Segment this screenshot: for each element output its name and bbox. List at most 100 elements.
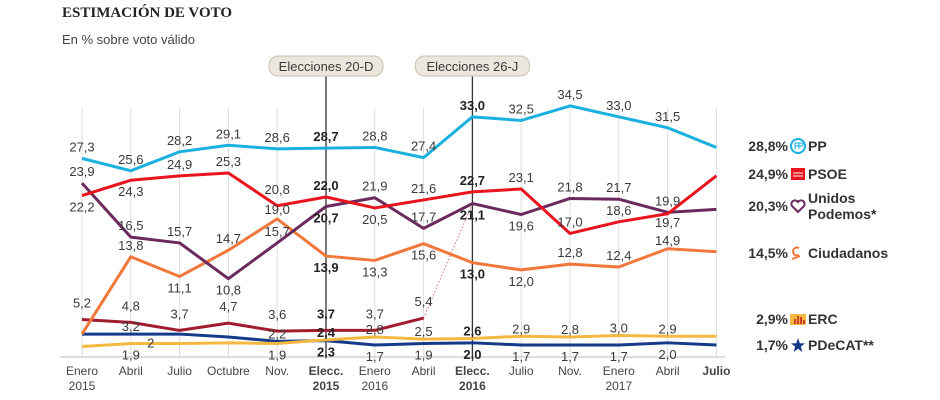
legend-name: PP [808, 138, 827, 154]
data-label: 1,7 [610, 349, 628, 364]
data-label: 21,7 [606, 180, 631, 195]
data-label: 31,5 [655, 109, 680, 124]
data-label: 4,7 [219, 299, 237, 314]
data-label: 19,6 [509, 219, 534, 234]
legend-name: Ciudadanos [808, 245, 889, 261]
data-label: 20,7 [313, 210, 338, 225]
x-tick-label: Julio [509, 364, 534, 378]
legend-value: 28,8% [748, 138, 788, 154]
series-line-unidospodemos [80, 182, 717, 281]
data-label: 4,8 [122, 298, 140, 313]
legend-name: Unidos Podemos* [808, 190, 877, 222]
data-label: 17,0 [557, 214, 582, 229]
data-label: 34,5 [557, 87, 582, 102]
data-label: 21,6 [411, 181, 436, 196]
legend-item: 24,9% PSOE [700, 166, 940, 190]
legend-value: 1,7% [756, 337, 788, 353]
x-tick-label: Julio [167, 364, 192, 378]
data-label: 22,7 [460, 173, 485, 188]
legend-name: PDeCAT** [808, 337, 874, 353]
legend-value: 20,3% [748, 198, 788, 214]
x-tick-label: Elecc. [455, 364, 490, 378]
data-label: 33,0 [460, 98, 485, 113]
data-label: 33,0 [606, 98, 631, 113]
pdecat-star-icon [790, 337, 806, 353]
cs-logo-icon [790, 245, 806, 261]
data-label: 2,9 [512, 321, 530, 336]
data-label: 16,5 [118, 218, 143, 233]
data-label: 13,0 [460, 267, 485, 282]
data-label: 13,8 [118, 238, 143, 253]
data-label: 11,1 [167, 280, 191, 295]
data-label: 19,0 [265, 202, 290, 217]
data-label: 12,4 [606, 248, 631, 263]
x-tick-label: Abril [119, 364, 143, 378]
data-label: 3,7 [317, 306, 335, 321]
legend-item: 1,7% PDeCAT** [700, 337, 940, 361]
data-label: 1,9 [268, 348, 286, 363]
series-line-psoe [81, 171, 718, 235]
data-label: 13,9 [313, 260, 338, 275]
annotation-pill [414, 55, 530, 77]
data-label: 21,1 [460, 208, 485, 223]
data-label: 1,9 [415, 348, 433, 363]
data-label: 5,4 [415, 294, 433, 309]
data-label: 19,7 [655, 215, 680, 230]
data-label: 27,4 [411, 139, 436, 154]
x-tick-label: 2015 [313, 379, 340, 393]
data-label: 20,8 [265, 182, 290, 197]
data-label: 15,6 [411, 248, 436, 263]
data-label: 25,6 [118, 152, 143, 167]
legend-item: 14,5% Ciudadanos [700, 245, 940, 269]
series-line-ciudadanos [80, 217, 717, 335]
data-label: 12,0 [509, 274, 534, 289]
data-label: 3,7 [366, 306, 384, 321]
x-tick-label: Enero [603, 364, 635, 378]
data-label: 20,5 [362, 212, 387, 227]
x-tick-label: 2016 [361, 379, 388, 393]
data-label: 22,0 [313, 178, 338, 193]
data-label: 27,3 [69, 139, 94, 154]
data-label: 2,9 [659, 321, 677, 336]
data-label: 21,9 [362, 179, 387, 194]
x-tick-label: Enero [66, 364, 98, 378]
series-line-pp [81, 104, 717, 173]
legend-item: 20,3% Unidos Podemos* [700, 190, 940, 222]
x-tick-label: Octubre [207, 364, 250, 378]
legend-name: ERC [808, 311, 838, 327]
data-label: 2,8 [366, 322, 384, 337]
data-label: 25,3 [216, 154, 241, 169]
data-label: 2,0 [659, 347, 677, 362]
data-label: 3,0 [610, 321, 628, 336]
x-tick-label: Abril [412, 364, 436, 378]
data-label: 2,3 [317, 345, 335, 360]
legend-item: 2,9% ERC [700, 311, 940, 335]
data-label: 2,6 [463, 323, 481, 338]
data-label: 15,7 [265, 224, 290, 239]
x-tick-label: 2015 [69, 379, 96, 393]
data-label: 3,2 [122, 319, 140, 334]
data-label: 17,7 [411, 209, 436, 224]
data-label: 3,7 [171, 306, 189, 321]
erc-logo-icon [790, 311, 806, 327]
x-tick-label: Enero [359, 364, 391, 378]
data-label: 1,7 [561, 349, 579, 364]
data-label: 15,7 [167, 224, 192, 239]
data-label: 28,8 [362, 128, 387, 143]
podemos-heart-icon [790, 198, 806, 214]
chart-subtitle: En % sobre voto válido [62, 32, 195, 47]
data-label: 13,3 [362, 264, 387, 279]
data-label: 14,9 [655, 233, 680, 248]
psoe-logo-icon [790, 166, 806, 182]
x-tick-label: 2017 [605, 379, 632, 393]
legend-value: 2,9% [756, 311, 788, 327]
data-label: 23,1 [509, 170, 534, 185]
data-label: 1,7 [512, 349, 530, 364]
x-tick-label: Nov. [265, 364, 289, 378]
data-label: 2,2 [268, 326, 286, 341]
x-tick-label: Abril [656, 364, 680, 378]
legend-item: 28,8% PP [700, 138, 940, 162]
data-label: 14,7 [216, 231, 241, 246]
